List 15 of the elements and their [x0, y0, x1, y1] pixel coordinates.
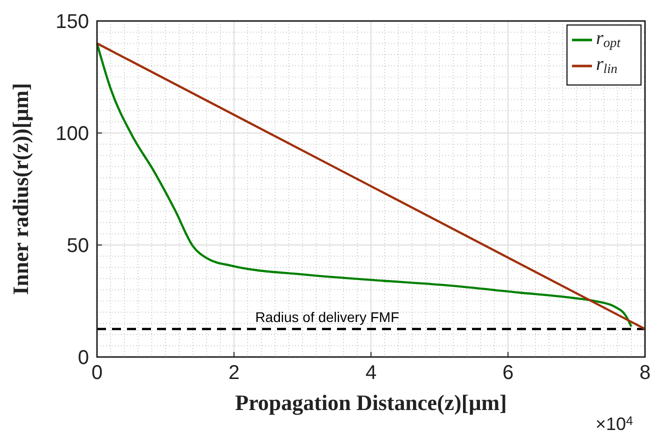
x-tick-label: 2 [228, 362, 240, 384]
y-tick-label: 0 [78, 347, 89, 369]
x-tick-label: 4 [365, 362, 377, 384]
legend-label: r$_{lin}$ [596, 54, 618, 76]
legend-label: r$_{opt}$ [596, 28, 621, 50]
y-tick-label: 150 [56, 11, 89, 33]
x-tick-label: 0 [91, 362, 103, 384]
x-axis-title: Propagation Distance(z)[μm] [235, 390, 507, 415]
y-tick-label: 100 [56, 123, 89, 145]
x-tick-label: 8 [639, 362, 651, 384]
x-tick-label: 6 [502, 362, 514, 384]
text: ×10$^{4}$ [595, 414, 633, 434]
ref-line-label: Radius of delivery FMF [255, 309, 400, 325]
y-tick-label: 50 [66, 235, 89, 257]
y-axis-title: Inner radius(r(z))[μm] [8, 83, 33, 295]
